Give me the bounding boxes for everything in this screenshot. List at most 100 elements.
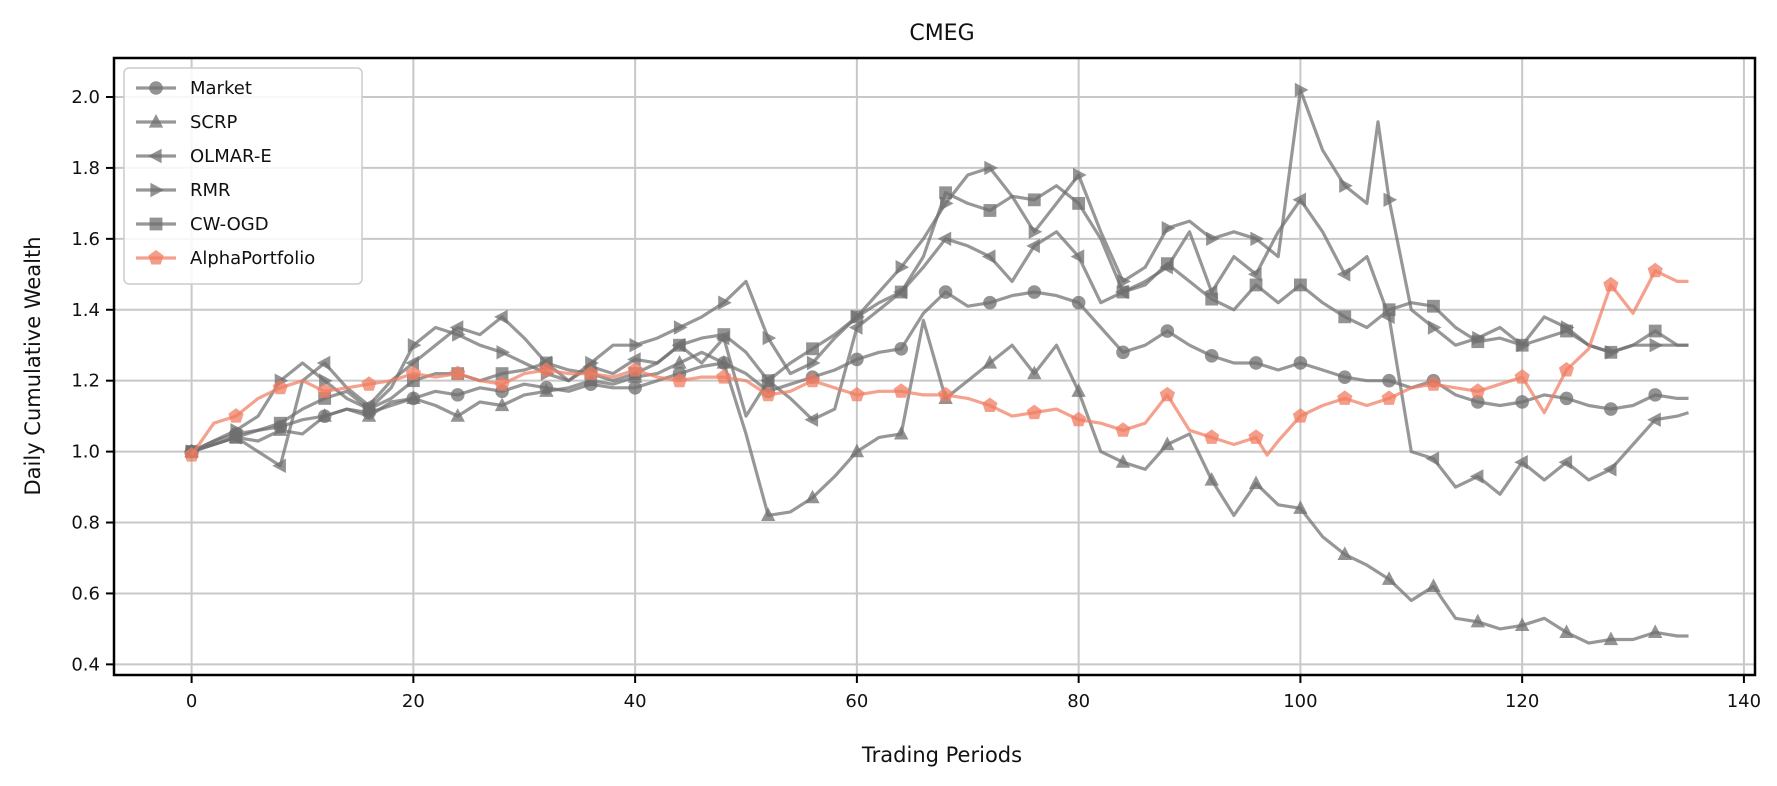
- data-point: [229, 431, 243, 444]
- data-point: [1381, 571, 1397, 585]
- data-point: [1250, 231, 1264, 246]
- legend-label: Market: [190, 78, 252, 99]
- data-point: [673, 338, 686, 352]
- data-point: [629, 338, 644, 353]
- data-point: [1293, 278, 1307, 292]
- data-point: [272, 458, 286, 473]
- data-point: [1249, 278, 1263, 292]
- data-point: [1071, 295, 1086, 310]
- data-point: [717, 328, 731, 341]
- y-tick-label: 2.0: [71, 87, 100, 108]
- data-point: [405, 355, 419, 371]
- data-point: [361, 376, 377, 391]
- y-tick-label: 1.0: [71, 442, 100, 463]
- data-point: [1115, 422, 1131, 437]
- data-point: [984, 160, 998, 176]
- data-point: [1427, 320, 1442, 335]
- x-tick-label: 20: [402, 691, 425, 712]
- legend-item: AlphaPortfolio: [136, 248, 315, 269]
- legend-item: CW-OGD: [136, 214, 269, 235]
- y-tick-label: 1.8: [71, 158, 100, 179]
- data-point: [761, 507, 776, 521]
- data-point: [983, 295, 997, 310]
- x-tick-label: 80: [1067, 691, 1090, 712]
- data-point: [1161, 221, 1176, 236]
- data-point: [850, 310, 864, 324]
- data-point: [1248, 429, 1264, 444]
- data-point: [761, 374, 775, 388]
- data-point: [673, 320, 688, 335]
- data-point: [1073, 167, 1087, 183]
- y-axis-label: Daily Cumulative Wealth: [21, 236, 45, 495]
- data-point: [1336, 267, 1351, 282]
- data-point: [496, 345, 511, 360]
- legend-marker: [149, 81, 163, 95]
- chart-title: CMEG: [909, 21, 974, 46]
- data-point: [1604, 345, 1618, 359]
- data-point: [1070, 249, 1085, 264]
- data-point: [1427, 299, 1440, 313]
- data-point: [1204, 472, 1219, 486]
- data-point: [450, 408, 465, 422]
- y-tick-label: 0.8: [71, 513, 100, 534]
- legend-label: AlphaPortfolio: [190, 248, 315, 269]
- data-point: [1559, 391, 1574, 406]
- data-point: [449, 320, 464, 335]
- data-point: [1647, 412, 1661, 427]
- data-point: [494, 309, 508, 325]
- x-tick-label: 40: [624, 691, 647, 712]
- data-point: [1425, 451, 1440, 466]
- legend-item: OLMAR-E: [136, 146, 272, 167]
- data-point: [538, 362, 554, 377]
- data-point: [1293, 500, 1308, 514]
- data-point: [1470, 613, 1485, 628]
- data-point: [1649, 338, 1664, 353]
- data-point: [450, 365, 466, 381]
- legend-label: SCRP: [190, 112, 238, 133]
- data-point: [407, 338, 422, 353]
- data-point: [405, 365, 421, 381]
- data-point: [583, 365, 599, 381]
- legend-item: SCRP: [136, 112, 238, 133]
- legend-marker: [149, 217, 163, 231]
- data-point: [317, 383, 333, 398]
- data-point: [1292, 408, 1308, 423]
- data-point: [1647, 262, 1663, 278]
- data-point: [804, 412, 819, 427]
- data-point: [983, 204, 997, 217]
- data-point: [494, 376, 510, 391]
- data-point: [1469, 469, 1484, 484]
- data-point: [1071, 411, 1087, 427]
- data-point: [539, 383, 554, 397]
- data-point: [273, 416, 287, 430]
- x-tick-label: 140: [1727, 691, 1761, 712]
- data-point: [1515, 395, 1529, 409]
- data-point: [362, 402, 376, 416]
- x-tick-label: 100: [1283, 691, 1317, 712]
- data-point: [1425, 376, 1442, 391]
- data-point: [1115, 454, 1131, 468]
- data-point: [1339, 178, 1353, 193]
- data-point: [1558, 362, 1575, 377]
- data-point: [495, 367, 509, 380]
- data-point: [450, 388, 465, 402]
- data-point: [452, 327, 466, 342]
- data-point: [1249, 356, 1263, 370]
- data-point: [1337, 546, 1352, 560]
- data-point: [1515, 617, 1530, 631]
- legend-label: OLMAR-E: [190, 146, 272, 167]
- data-point: [1206, 231, 1220, 246]
- legend-label: RMR: [190, 180, 231, 201]
- legend-box: [123, 67, 363, 285]
- data-point: [893, 383, 909, 398]
- data-point: [1383, 192, 1398, 207]
- data-point: [1026, 404, 1042, 420]
- data-point: [806, 342, 819, 356]
- series-alphaportfolio: [184, 262, 1689, 462]
- data-point: [939, 186, 952, 200]
- axis-ticks: 0 20 40 60 80 100 120 140 0.4 0.6 0.8 1.0 1.2 1.4 1.6 1…: [71, 87, 1761, 712]
- data-point: [1381, 390, 1397, 405]
- grid: [114, 58, 1755, 675]
- data-point: [272, 379, 288, 395]
- data-point: [1648, 388, 1663, 402]
